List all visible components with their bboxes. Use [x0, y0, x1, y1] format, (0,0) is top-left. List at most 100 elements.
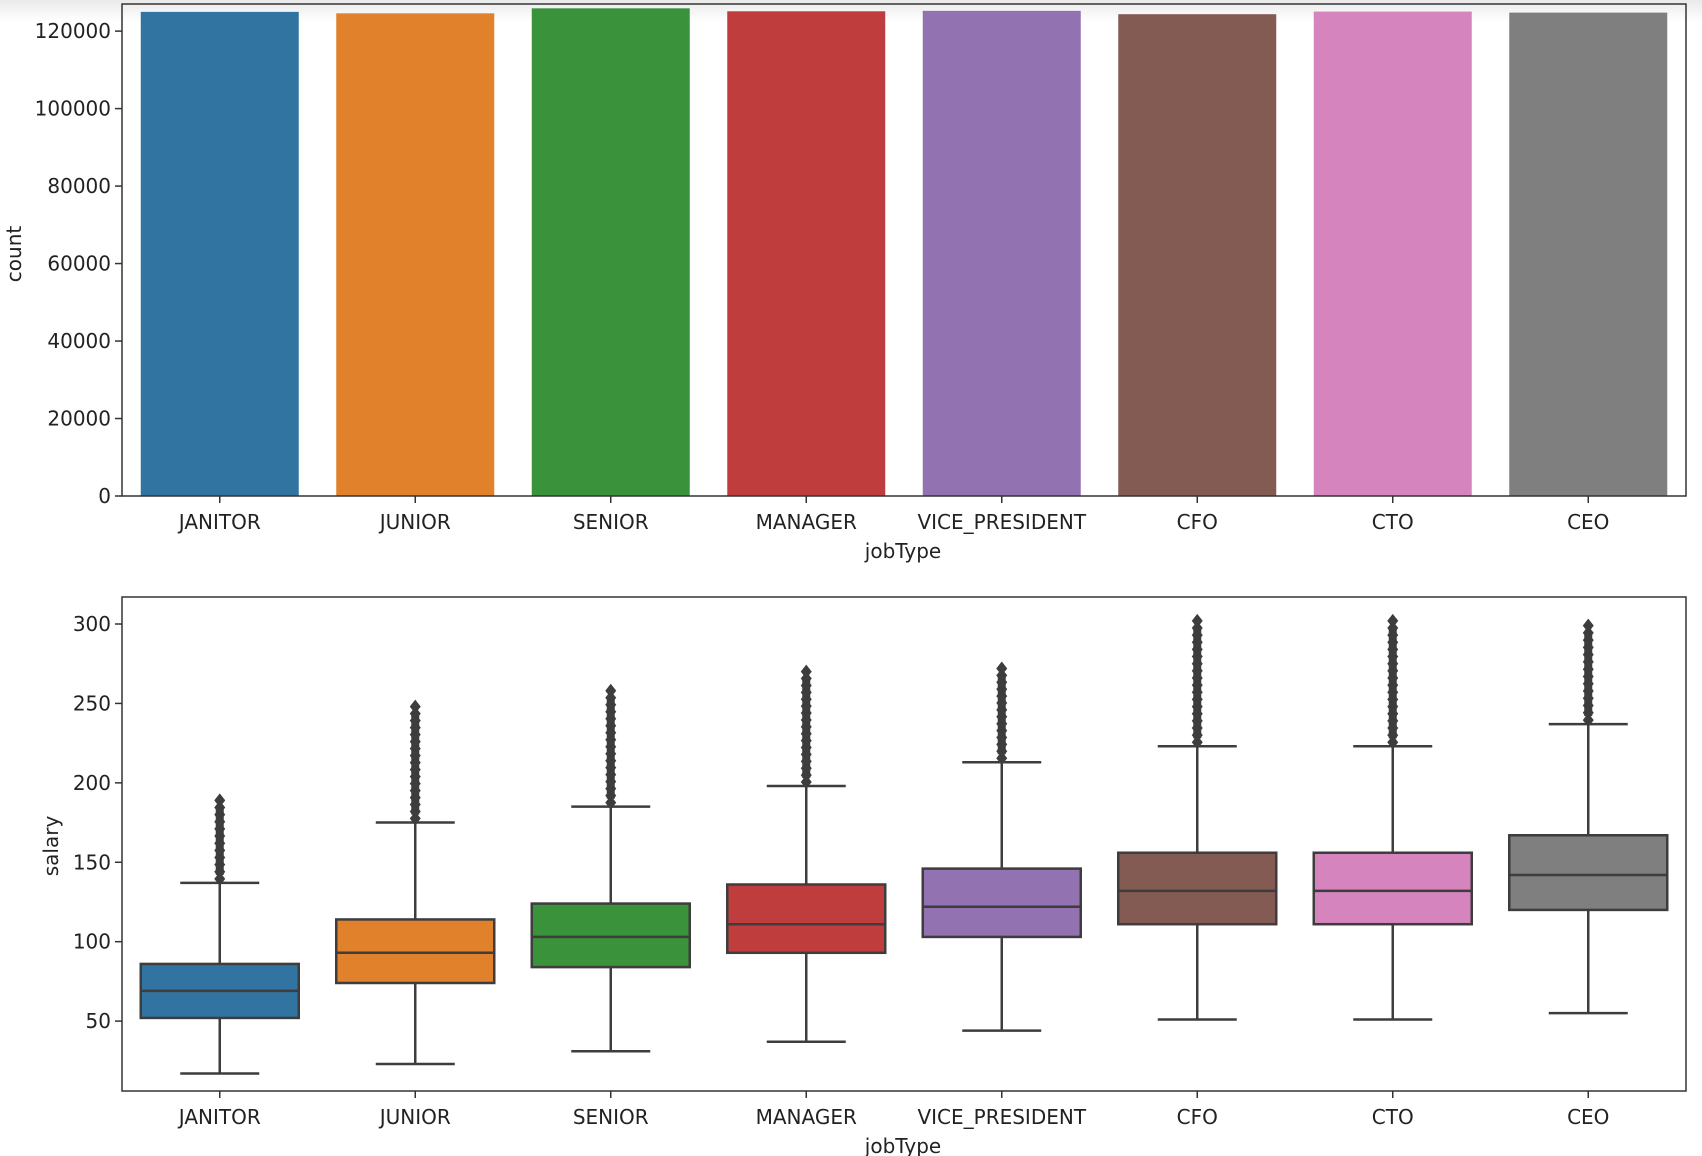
box-chart-xtick-label-cto: CTO	[1372, 1105, 1414, 1129]
box-outliers-senior	[605, 683, 617, 810]
box-group-janitor	[139, 793, 300, 1075]
box-chart-ytick-label: 50	[86, 1009, 111, 1033]
box-outlier-cto	[1387, 692, 1399, 707]
box-outlier-ceo	[1582, 698, 1594, 713]
box-group-cto	[1312, 613, 1473, 1021]
box-outlier-janitor	[214, 793, 226, 808]
box-outliers-cto	[1387, 613, 1399, 750]
bar-chart-xtick-label-cto: CTO	[1372, 510, 1414, 534]
box-cto	[1312, 851, 1473, 926]
box-senior	[530, 902, 691, 969]
box-outlier-cfo	[1191, 735, 1203, 750]
box-outlier-cfo	[1191, 728, 1203, 743]
box-outliers-cfo	[1191, 613, 1203, 750]
bar-chart-ylabel: count	[2, 226, 26, 283]
box-outlier-ceo	[1582, 669, 1594, 684]
box-chart-xtick-label-senior: SENIOR	[573, 1105, 649, 1129]
box-group-vice-president	[921, 661, 1082, 1032]
box-outlier-cto	[1387, 706, 1399, 721]
bar-chart-xtick-label-cfo: CFO	[1177, 510, 1218, 534]
bar-vice-president	[922, 10, 1081, 496]
box-outlier-janitor	[214, 871, 226, 886]
box-outlier-cto	[1387, 620, 1399, 635]
box-outlier-cto	[1387, 670, 1399, 685]
bar-chart-xlabel: jobType	[864, 539, 941, 563]
box-outlier-cfo	[1191, 620, 1203, 635]
box-group-ceo	[1508, 618, 1669, 1015]
bar-chart-xtick-label-ceo: CEO	[1567, 510, 1609, 534]
box-outlier-cto	[1387, 663, 1399, 678]
bar-chart: 0 20000 40000 60000 80000 100000 120000 JANITO…	[2, 3, 1687, 563]
box-outlier-cfo	[1191, 635, 1203, 650]
box-outlier-cfo	[1191, 613, 1203, 628]
box-outlier-ceo	[1582, 713, 1594, 728]
box-outlier-cto	[1387, 613, 1399, 628]
box-outlier-cfo	[1191, 628, 1203, 643]
box-outliers-janitor	[214, 793, 226, 886]
bar-senior	[531, 8, 690, 497]
box-chart-xtick-label-manager: MANAGER	[756, 1105, 857, 1129]
bar-cfo	[1118, 14, 1277, 496]
box-outlier-janitor	[214, 850, 226, 865]
box-chart-ytick-label: 300	[73, 612, 111, 636]
bar-chart-xtick-label-senior: SENIOR	[573, 510, 649, 534]
box-outlier-cfo	[1191, 706, 1203, 721]
box-outlier-cto	[1387, 635, 1399, 650]
box-outlier-janitor	[214, 829, 226, 844]
box-outlier-ceo	[1582, 691, 1594, 706]
box-outlier-cfo	[1191, 713, 1203, 728]
box-outlier-cto	[1387, 728, 1399, 743]
box-chart-xtick-label-junior: JUNIOR	[378, 1105, 451, 1129]
bar-chart-ytick-label: 0	[98, 484, 111, 508]
box-outlier-janitor	[214, 807, 226, 822]
bar-chart-ytick-label: 60000	[47, 252, 111, 276]
box-chart-xtick-label-vice-president: VICE_PRESIDENT	[917, 1105, 1086, 1129]
box-chart-ytick-label: 200	[73, 771, 111, 795]
bar-chart-frame	[121, 3, 1687, 497]
box-cfo	[1117, 851, 1278, 926]
bar-chart-ytick-label: 100000	[35, 97, 111, 121]
box-outlier-ceo	[1582, 640, 1594, 655]
box-chart-xtick-label-janitor: JANITOR	[177, 1105, 261, 1129]
box-outlier-janitor	[214, 821, 226, 836]
box-outlier-janitor	[214, 857, 226, 872]
box-outlier-junior	[409, 699, 421, 714]
box-outlier-ceo	[1582, 662, 1594, 677]
box-outlier-cto	[1387, 685, 1399, 700]
box-outlier-cto	[1387, 735, 1399, 750]
box-chart-ylabel: salary	[39, 816, 63, 877]
box-ceo	[1508, 834, 1669, 912]
box-outlier-ceo	[1582, 633, 1594, 648]
box-outlier-janitor	[214, 864, 226, 879]
box-outlier-cto	[1387, 699, 1399, 714]
box-outlier-cto	[1387, 721, 1399, 736]
box-chart-frame	[121, 596, 1687, 1092]
box-outlier-cfo	[1191, 642, 1203, 657]
box-group-cfo	[1117, 613, 1278, 1021]
box-outlier-cto	[1387, 678, 1399, 693]
box-outlier-ceo	[1582, 654, 1594, 669]
box-outliers-vice-president	[996, 661, 1008, 766]
bar-cto	[1313, 11, 1472, 497]
box-outlier-vice-president	[996, 661, 1008, 676]
box-outlier-cfo	[1191, 656, 1203, 671]
box-chart-ytick-label: 100	[73, 930, 111, 954]
box-outlier-cto	[1387, 628, 1399, 643]
box-outlier-ceo	[1582, 647, 1594, 662]
box-outlier-cto	[1387, 656, 1399, 671]
box-chart-ytick-label: 250	[73, 691, 111, 715]
bar-manager	[727, 11, 886, 497]
bar-junior	[336, 13, 495, 496]
box-outlier-cto	[1387, 649, 1399, 664]
box-outlier-ceo	[1582, 625, 1594, 640]
box-vice-president	[921, 867, 1082, 939]
box-group-senior	[530, 683, 691, 1053]
bar-chart-ytick-label: 40000	[47, 329, 111, 353]
box-group-junior	[335, 699, 496, 1066]
box-outlier-cfo	[1191, 721, 1203, 736]
box-outliers-junior	[409, 699, 421, 826]
box-outliers-manager	[800, 664, 812, 790]
box-outlier-ceo	[1582, 705, 1594, 720]
box-chart-xtick-label-ceo: CEO	[1567, 1105, 1609, 1129]
